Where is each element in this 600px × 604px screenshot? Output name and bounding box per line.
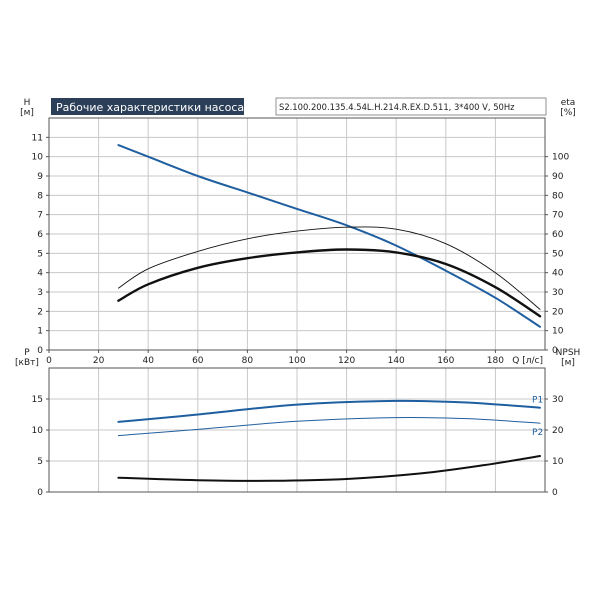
series-line-1-2	[117, 455, 541, 482]
y-left-tick-label: 1	[37, 327, 43, 337]
y-right-tick-label: 20	[552, 426, 564, 436]
y-left-tick-label: 7	[37, 211, 43, 221]
series-line-0-2	[117, 248, 542, 318]
x-tick-label: 100	[288, 356, 305, 366]
x-tick-label: 60	[192, 356, 204, 366]
y-right-tick-label: 0	[552, 346, 558, 356]
y-right-tick-label: 40	[552, 269, 564, 279]
y-left-tick-label: 15	[32, 395, 43, 405]
y-right-axis-unit: [%]	[560, 108, 576, 118]
y-right-tick-label: 80	[552, 191, 564, 201]
x-tick-label: 120	[338, 356, 355, 366]
y-left-tick-label: 3	[37, 288, 43, 298]
y-left-tick-label: 8	[37, 191, 43, 201]
y-right-axis-unit: [м]	[561, 358, 575, 368]
x-tick-label: 80	[242, 356, 254, 366]
y-left-tick-label: 0	[37, 346, 43, 356]
y-left-tick-label: 0	[37, 488, 43, 498]
x-tick-label: 0	[46, 356, 52, 366]
y-left-tick-label: 11	[32, 133, 43, 143]
y-right-tick-label: 70	[552, 211, 564, 221]
y-right-tick-label: 30	[552, 288, 564, 298]
y-right-tick-label: 0	[552, 488, 558, 498]
title-box	[51, 98, 244, 115]
chart-title: Рабочие характеристики насоса	[56, 101, 244, 114]
x-tick-label: 40	[142, 356, 154, 366]
y-right-axis-label: NPSH	[556, 348, 581, 358]
y-right-tick-label: 30	[552, 395, 564, 405]
series-label-p2: P2	[532, 428, 543, 438]
series-line-0-1	[117, 226, 541, 310]
series-line-0-0	[117, 144, 541, 328]
model-box	[275, 97, 547, 116]
y-left-axis-label: H	[24, 98, 31, 108]
x-tick-label: 140	[388, 356, 405, 366]
y-right-tick-label: 100	[552, 153, 569, 163]
model-label: S2.100.200.135.4.54L.H.214.R.EX.D.511, 3…	[279, 102, 515, 112]
y-right-tick-label: 10	[552, 327, 564, 337]
series-line-p2	[117, 416, 541, 437]
y-left-tick-label: 6	[37, 230, 43, 240]
y-right-tick-label: 60	[552, 230, 564, 240]
y-left-tick-label: 10	[32, 153, 44, 163]
y-left-axis-unit: [кВт]	[15, 358, 39, 368]
y-left-tick-label: 4	[37, 269, 43, 279]
series-line-p1	[117, 399, 541, 423]
x-tick-label: 160	[437, 356, 454, 366]
y-right-tick-label: 20	[552, 307, 564, 317]
y-right-axis-label: eta	[561, 98, 576, 108]
y-right-tick-label: 10	[552, 457, 564, 467]
y-left-tick-label: 5	[37, 457, 43, 467]
y-left-axis-label: P	[24, 348, 30, 358]
y-left-tick-label: 9	[37, 172, 43, 182]
y-left-tick-label: 10	[32, 426, 44, 436]
y-left-tick-label: 2	[37, 307, 43, 317]
y-right-tick-label: 90	[552, 172, 564, 182]
y-right-tick-label: 50	[552, 249, 564, 259]
x-axis-label: Q [л/с]	[512, 356, 543, 366]
x-tick-label: 180	[487, 356, 504, 366]
y-left-axis-unit: [м]	[20, 108, 34, 118]
x-tick-label: 20	[93, 356, 105, 366]
y-left-tick-label: 5	[37, 249, 43, 259]
series-label-p1: P1	[532, 396, 543, 406]
